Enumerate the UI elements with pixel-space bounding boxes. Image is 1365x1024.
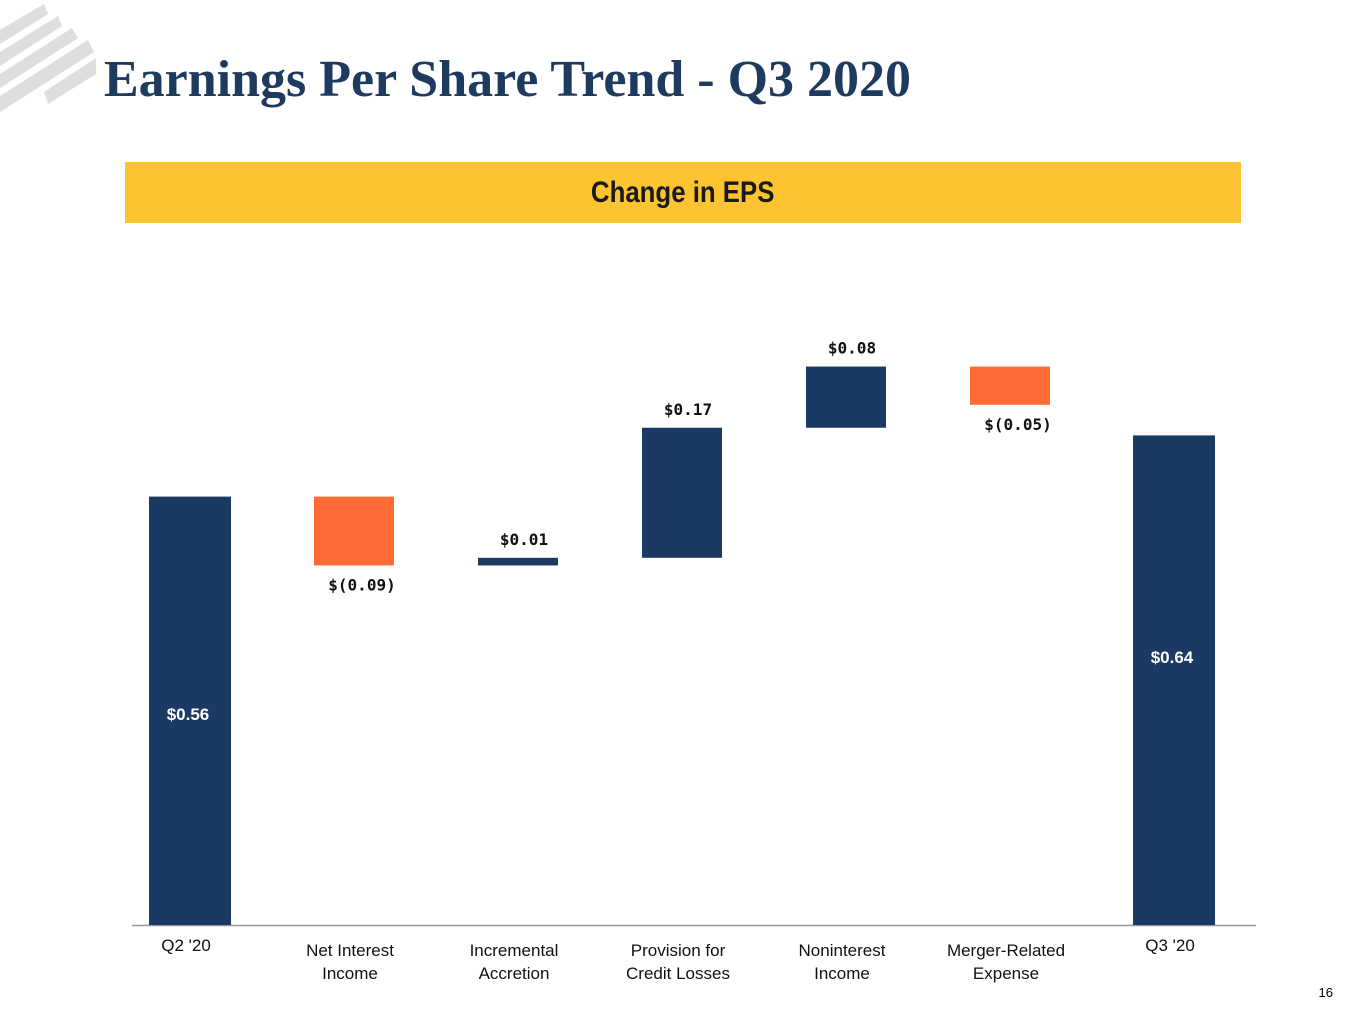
x-tick-label-1: Q2 '20 [161, 936, 211, 955]
x-tick-label-3: Incremental Accretion [470, 941, 559, 983]
data-label-6: $(0.05) [984, 415, 1051, 434]
data-label-1: $0.56 [167, 705, 210, 724]
logo-stripe [0, 28, 78, 88]
bar-6 [970, 366, 1050, 405]
logo-stripe [44, 58, 96, 104]
x-tick-label-5: Noninterest Income [799, 941, 886, 983]
chart-title: Change in EPS [591, 175, 775, 209]
x-tick-label-2: Net Interest Income [306, 941, 394, 983]
page-title: Earnings Per Share Trend - Q3 2020 [104, 51, 912, 108]
bar-1 [149, 496, 231, 925]
data-label-2: $(0.09) [328, 575, 395, 594]
data-label-5: $0.08 [828, 339, 876, 358]
x-tick-label-7: Q3 '20 [1145, 936, 1195, 955]
logo-stripe [0, 4, 48, 44]
bar-7 [1133, 435, 1215, 925]
data-label-3: $0.01 [500, 530, 548, 549]
bar-3 [478, 557, 558, 566]
x-tick-label-4: Provision for Credit Losses [626, 941, 730, 983]
data-label-4: $0.17 [664, 400, 712, 419]
logo-stripe [0, 40, 94, 112]
data-label-7: $0.64 [1151, 648, 1194, 667]
page-number: 16 [1318, 985, 1333, 1000]
bar-2 [314, 496, 394, 566]
bar-5 [806, 366, 886, 428]
logo-stripe [0, 16, 62, 66]
company-logo [0, 4, 96, 112]
bar-4 [642, 427, 722, 558]
chart-title-banner: Change in EPS [125, 162, 1241, 223]
x-tick-label-6: Merger-Related Expense [947, 941, 1065, 983]
